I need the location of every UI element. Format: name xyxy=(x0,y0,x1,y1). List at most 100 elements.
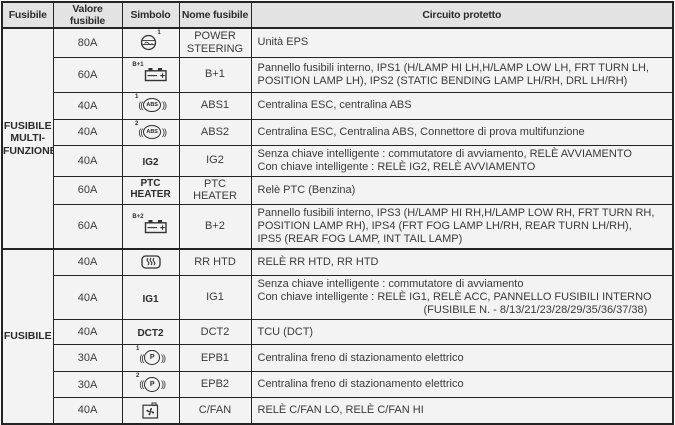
rear-defrost-icon xyxy=(140,253,161,270)
parking-brake-icon-wrap: 2((P)) xyxy=(136,373,166,392)
col-header-circuito-protetto: Circuito protetto xyxy=(250,1,674,29)
symbol-superscript: 1 xyxy=(135,94,139,101)
steering-wheel-icon xyxy=(140,34,157,51)
symbol-superscript: 2 xyxy=(135,372,140,379)
parking-brake-icon: P xyxy=(144,350,160,366)
fuse-value: 30A xyxy=(52,371,123,398)
fuse-symbol-cell: 2((P)) xyxy=(121,371,180,398)
fuse-circuit: Senza chiave intelligente : commutatore … xyxy=(250,275,674,320)
fuse-value: 40A xyxy=(52,144,123,177)
fuse-circuit: Centralina freno di stazionamento elettr… xyxy=(250,344,674,372)
fuse-circuit: Senza chiave intelligente : commutatore … xyxy=(250,144,674,177)
fuse-name: IG1 xyxy=(178,275,252,320)
fuse-name: PTC HEATER xyxy=(178,175,252,205)
fuse-symbol-text: IG2 xyxy=(142,156,159,168)
circuit-line: Pannello fusibili interno, IPS3 (H/LAMP … xyxy=(257,206,655,219)
section-label-line: FUNZIONE xyxy=(3,144,53,157)
parking-brake-icon-wrap: 1((P)) xyxy=(136,346,166,366)
battery-icon-wrap: B+1 xyxy=(132,62,168,82)
paren-left: (( xyxy=(139,352,144,363)
circuit-line: Centralina freno di stazionamento elettr… xyxy=(257,378,464,390)
circuit-line: (FUSIBILE N. - 8/13/21/23/28/29/35/36/37… xyxy=(423,304,648,316)
fuse-value: 40A xyxy=(52,319,123,345)
fuse-circuit: Unità EPS xyxy=(250,27,674,58)
fuse-value: 30A xyxy=(52,344,123,372)
fuse-name: EPB2 xyxy=(178,371,252,398)
fuse-value: 60A xyxy=(52,175,123,205)
table-row: FUSIBILE 40A RR HTD RELÈ RR HTD, RR HTD xyxy=(1,247,674,424)
col-header-simbolo: Simbolo xyxy=(121,1,180,29)
table-row: 60A B+1 B+1 Pannello fusibili interno, IPS1… xyxy=(2,56,674,93)
circuit-line: Senza chiave intelligente : commutatore … xyxy=(257,147,632,160)
circuit-line: Centralina freno di stazionamento elettr… xyxy=(257,351,464,364)
battery-icon xyxy=(144,217,169,234)
section-label-line: FUSIBILE xyxy=(3,119,52,132)
section-label: FUSIBILE xyxy=(1,247,54,424)
fuse-symbol-cell: 1((P)) xyxy=(121,344,180,372)
fuse-symbol-cell: IG2 xyxy=(121,144,180,177)
paren-right: )) xyxy=(161,379,166,390)
table-row: FUSIBILE MULTI- FUNZIONE 80A 1 POWER STEERING… xyxy=(1,27,674,249)
paren-left: (( xyxy=(138,126,143,137)
steering-wheel-icon-wrap: 1 xyxy=(140,30,161,51)
fuse-value: 40A xyxy=(52,247,123,276)
symbol-superscript: 1 xyxy=(135,346,140,353)
fuse-circuit: TCU (DCT) xyxy=(250,319,674,345)
fuse-name: ABS2 xyxy=(178,118,252,146)
circuit-line: RELÈ RR HTD, RR HTD xyxy=(257,255,379,268)
fuse-circuit: Pannello fusibili interno, IPS1 (H/LAMP … xyxy=(250,56,674,93)
table-row: 40A 1((ABS)) ABS1 Centralina ESC, centralin… xyxy=(2,91,674,120)
fuse-circuit: RELÈ C/FAN LO, RELÈ C/FAN HI xyxy=(250,397,674,424)
fuse-symbol-cell: PTC HEATER xyxy=(121,175,180,205)
fuse-circuit: Relè PTC (Benzina) xyxy=(250,175,674,205)
fuse-symbol-cell: IG1 xyxy=(121,275,180,320)
fuse-name: ABS1 xyxy=(178,91,252,120)
fuse-circuit: Centralina freno di stazionamento elettr… xyxy=(250,371,674,398)
paren-right: )) xyxy=(161,100,167,111)
fuse-value: 60A xyxy=(52,56,123,93)
header-row: Fusibile Valore fusibile Simbolo Nome fu… xyxy=(1,1,674,29)
fuse-symbol-cell: B+2 xyxy=(121,203,180,249)
table-row: 30A 2((P)) EPB2 Centralina freno di stazion… xyxy=(2,371,674,398)
fuse-value: 40A xyxy=(52,397,123,424)
circuit-line: Unità EPS xyxy=(257,36,309,49)
circuit-line: POSITION LAMP LH), IPS2 (STATIC BENDING … xyxy=(257,74,628,87)
fuse-value: 40A xyxy=(52,275,123,320)
col-header-valore-fusibile: Valore fusibile xyxy=(52,1,123,29)
abs-icon: ABS xyxy=(143,98,161,113)
col-header-nome-fusibile: Nome fusibile xyxy=(178,1,252,29)
fuse-circuit: RELÈ RR HTD, RR HTD xyxy=(250,247,674,276)
fuse-name: B+2 xyxy=(178,203,252,249)
table-row: 30A 1((P)) EPB1 Centralina freno di stazion… xyxy=(2,344,674,372)
symbol-superscript: 1 xyxy=(157,30,161,37)
parking-brake-icon: P xyxy=(144,376,160,392)
abs-icon-wrap: 1((ABS)) xyxy=(135,94,167,113)
paren-left: (( xyxy=(138,100,143,111)
section-label-line: MULTI- xyxy=(10,132,46,144)
fuse-circuit: Centralina ESC, Centralina ABS, Connetto… xyxy=(250,118,674,146)
table-row: 40A DCT2 DCT2 TCU (DCT) xyxy=(2,319,674,345)
fuse-name: EPB1 xyxy=(178,344,252,372)
circuit-line: IPS5 (REAR FOG LAMP, INT TAIL LAMP) xyxy=(257,232,463,245)
col-header-fusibile: Fusibile xyxy=(1,1,54,29)
table-row: 40A 2((ABS)) ABS2 Centralina ESC, Centralin… xyxy=(2,118,674,146)
section-label-line: FUSIBILE xyxy=(3,329,52,342)
fuse-symbol-cell: 1 xyxy=(121,27,180,58)
fuse-symbol-cell xyxy=(121,247,180,276)
fuse-symbol-cell xyxy=(121,397,180,424)
fuse-value: 80A xyxy=(52,27,123,58)
fuse-symbol-cell: 1((ABS)) xyxy=(121,91,180,120)
fuse-symbol-cell: 2((ABS)) xyxy=(121,118,180,146)
circuit-line: Con chiave intelligente : RELÈ IG1, RELÈ… xyxy=(257,291,652,303)
circuit-line: RELÈ C/FAN LO, RELÈ C/FAN HI xyxy=(257,403,424,416)
fuse-symbol-cell: B+1 xyxy=(121,56,180,93)
symbol-superscript: 2 xyxy=(135,120,139,127)
fuse-name: B+1 xyxy=(178,56,252,93)
table-row: 40A IG2 IG2 Senza chiave intelligente : com… xyxy=(2,144,674,177)
fuse-name: RR HTD xyxy=(178,247,252,276)
circuit-line: POSITION LAMP RH), IPS4 (FRT FOG LAMP LH… xyxy=(257,219,632,232)
circuit-line: Pannello fusibili interno, IPS1 (H/LAMP … xyxy=(257,61,649,74)
table-row: 60A PTC HEATER PTC HEATER Relè PTC (Benzina… xyxy=(2,175,674,205)
table-row: 60A B+2 B+2 Pannello fusibili interno, IPS3… xyxy=(2,203,674,249)
